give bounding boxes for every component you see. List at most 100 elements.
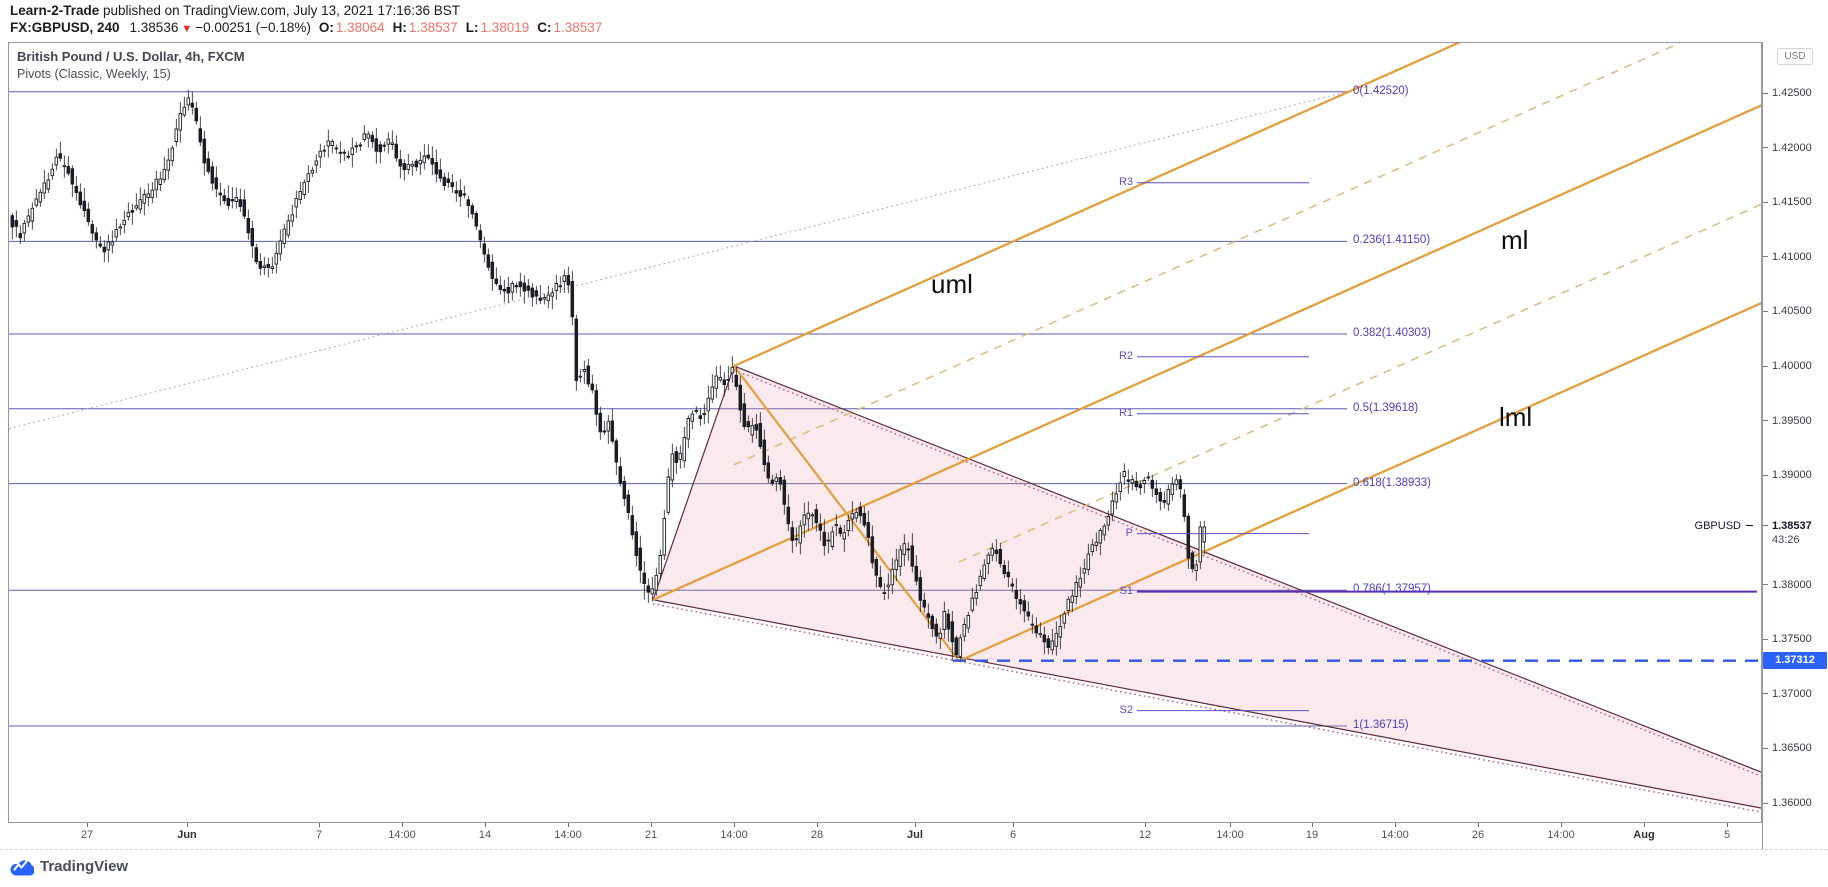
wedge-lower-side xyxy=(652,599,1761,809)
axis-tick xyxy=(1763,201,1768,203)
symbol-interval: FX:GBPUSD, 240 xyxy=(10,20,120,35)
axis-tick xyxy=(1763,638,1768,640)
time-axis-tick xyxy=(187,823,188,827)
axis-tick xyxy=(1763,365,1768,367)
publish-line: Learn-2-Trade published on TradingView.c… xyxy=(10,2,602,19)
price-value: 1.39500 xyxy=(1772,414,1812,427)
header: Learn-2-Trade published on TradingView.c… xyxy=(10,2,602,38)
price-axis-label: 1.39500 xyxy=(1763,415,1812,427)
pivot-levels[interactable] xyxy=(1137,182,1757,712)
dotted-trendline[interactable] xyxy=(9,91,1348,430)
time-axis-tick xyxy=(319,823,320,827)
time-axis-label: Jul xyxy=(907,829,923,841)
fib-retracement[interactable] xyxy=(9,91,1347,727)
time-axis-tick xyxy=(817,823,818,827)
axis-tick xyxy=(1763,256,1768,258)
currency-button[interactable]: USD xyxy=(1777,48,1813,65)
time-axis-label: 14:00 xyxy=(1547,829,1575,841)
chart-plot-area[interactable]: 0(1.42520) 0.236(1.41150) 0.382(1.40303) 0.… xyxy=(8,42,1762,823)
time-axis-label: 14:00 xyxy=(388,829,416,841)
price-axis-label: 1.42000 xyxy=(1763,142,1812,154)
time-axis-label: 26 xyxy=(1471,829,1485,841)
price-axis-label: 1.39000 xyxy=(1763,469,1812,481)
time-axis-label: 14:00 xyxy=(1381,829,1409,841)
price-value: 1.40000 xyxy=(1772,360,1812,373)
time-axis-tick xyxy=(87,823,88,827)
close-value: 1.38537 xyxy=(553,20,603,35)
time-axis-label: 14:00 xyxy=(720,829,748,841)
price-axis-label: 1.37500 xyxy=(1763,633,1812,645)
time-axis-tick xyxy=(1478,823,1479,827)
price-value: 1.36000 xyxy=(1772,797,1812,810)
price-value: 1.41000 xyxy=(1772,250,1812,263)
time-axis-label: Jun xyxy=(177,829,197,841)
price-value: 1.39000 xyxy=(1772,469,1812,482)
price-value: 1.37500 xyxy=(1772,633,1812,646)
low-label: L: xyxy=(465,20,479,35)
alert-price-badge[interactable]: 1.37312 xyxy=(1763,651,1827,669)
price-axis-label: 1.40500 xyxy=(1763,305,1812,317)
time-axis-tick xyxy=(1013,823,1014,827)
legend-symbol-title[interactable]: British Pound / U.S. Dollar, 4h, FXCM xyxy=(17,49,245,64)
high-value: 1.38537 xyxy=(408,20,458,35)
time-axis-tick xyxy=(734,823,735,827)
price-axis[interactable]: USD 1.42500 1.42000 1.41500 1.41000 1.40500 1… xyxy=(1762,42,1828,850)
current-price-value: 1.38537 xyxy=(1772,519,1812,532)
price-value: 1.40500 xyxy=(1772,305,1812,318)
time-axis-tick xyxy=(485,823,486,827)
chart-canvas xyxy=(9,43,1761,813)
wedge-upper-side xyxy=(733,365,1761,773)
wedge-pattern[interactable] xyxy=(652,365,1761,813)
time-axis-tick xyxy=(402,823,403,827)
last-price: 1.38536 xyxy=(129,20,179,35)
price-change: −0.00251 (−0.18%) xyxy=(195,20,311,35)
watermark[interactable]: TradingView xyxy=(10,856,128,877)
time-axis-label: 14:00 xyxy=(1216,829,1244,841)
pitchfork-warning-lower xyxy=(958,203,1761,563)
open-label: O: xyxy=(318,20,334,35)
price-axis-label: 1.42500 xyxy=(1763,87,1812,99)
price-axis-label: 1.40000 xyxy=(1763,360,1812,372)
time-axis-label: 21 xyxy=(644,829,658,841)
time-axis[interactable]: 27 Jun 7 14:00 14 14:00 21 14:00 28 Jul 6 12 14:00 19… xyxy=(8,823,1762,849)
axis-tick xyxy=(1763,802,1768,804)
time-axis-label: 27 xyxy=(80,829,94,841)
candles-up xyxy=(22,97,1207,657)
candlestick-series xyxy=(10,89,1207,662)
time-axis-label: 28 xyxy=(810,829,824,841)
axis-tick xyxy=(1763,525,1768,527)
wedge-left-side xyxy=(652,365,735,600)
time-axis-tick xyxy=(1230,823,1231,827)
axis-tick xyxy=(1763,748,1768,750)
time-axis-label: 14 xyxy=(478,829,492,841)
price-value: 1.42000 xyxy=(1772,141,1812,154)
wedge-fill xyxy=(653,365,1761,809)
pitchfork-lower-median-line xyxy=(958,301,1761,663)
time-axis-label: 5 xyxy=(1723,829,1731,841)
publish-info: published on TradingView.com, July 13, 2… xyxy=(99,3,461,18)
time-axis-tick xyxy=(1145,823,1146,827)
price-axis-label: 1.41000 xyxy=(1763,251,1812,263)
axis-tick xyxy=(1763,92,1768,94)
chart-legend: British Pound / U.S. Dollar, 4h, FXCM Pi… xyxy=(17,48,245,83)
arrow-down-icon: ▼ xyxy=(181,23,193,35)
time-axis-label: 6 xyxy=(1009,829,1017,841)
price-value: 1.38000 xyxy=(1772,578,1812,591)
open-value: 1.38064 xyxy=(335,20,385,35)
publisher-name: Learn-2-Trade xyxy=(10,3,100,18)
time-axis-tick xyxy=(1395,823,1396,827)
price-value: 1.37000 xyxy=(1772,687,1812,700)
price-axis-label: 1.41500 xyxy=(1763,196,1812,208)
time-axis-tick xyxy=(915,823,916,827)
tradingview-logo-icon xyxy=(10,860,34,876)
axis-tick xyxy=(1763,584,1768,586)
high-label: H: xyxy=(392,20,407,35)
time-axis-label: 14:00 xyxy=(554,829,582,841)
time-axis-label: 7 xyxy=(315,829,323,841)
price-value: 1.41500 xyxy=(1772,196,1812,209)
legend-indicator[interactable]: Pivots (Classic, Weekly, 15) xyxy=(17,67,171,81)
price-axis-label: 1.38000 xyxy=(1763,579,1812,591)
pitchfork[interactable] xyxy=(652,43,1761,663)
bar-countdown: 43:26 xyxy=(1772,533,1800,546)
